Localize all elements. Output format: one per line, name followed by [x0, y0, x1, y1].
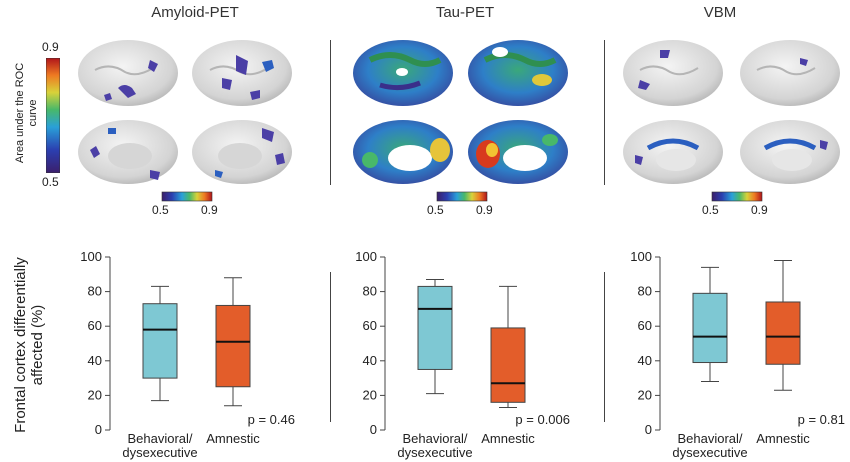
tau-brain-lateral-left [353, 40, 453, 106]
category-label: Behavioral/ [402, 431, 467, 446]
divider-top-2 [604, 40, 605, 185]
category-label: Amnestic [481, 431, 535, 446]
y-tick-label: 60 [363, 318, 377, 333]
y-tick-label: 40 [363, 353, 377, 368]
box-behavioral [142, 303, 178, 379]
y-tick-label: 60 [638, 318, 652, 333]
panel-title-vbm: VBM [703, 4, 737, 21]
box-behavioral [692, 292, 728, 364]
category-label: Behavioral/ [127, 431, 192, 446]
y-tick-label: 80 [638, 284, 652, 299]
category-label: dysexecutive [122, 445, 197, 460]
main-colorbar [46, 58, 60, 173]
tau-brain-medial-right [468, 120, 568, 184]
vbm-colorbar [711, 191, 763, 202]
y-tick-label: 20 [88, 387, 102, 402]
vbm-brain-medial-right [740, 120, 840, 184]
y-tick-label: 100 [630, 249, 652, 264]
y-tick-label: 0 [645, 422, 652, 437]
category-label: Amnestic [206, 431, 260, 446]
y-tick-label: 0 [370, 422, 377, 437]
divider-bottom-1 [330, 272, 331, 422]
category-label: Amnestic [756, 431, 810, 446]
y-tick-label: 20 [638, 387, 652, 402]
main-colorbar-max: 0.9 [42, 40, 59, 54]
vbm-brain-lateral-left [623, 40, 723, 106]
p-value-label: p = 0.006 [515, 412, 570, 427]
y-tick-label: 80 [363, 284, 377, 299]
amyloid-colorbar [161, 191, 213, 202]
y-tick-label: 40 [88, 353, 102, 368]
y-tick-label: 0 [95, 422, 102, 437]
tau-brain-lateral-right [468, 40, 568, 106]
y-tick-label: 60 [88, 318, 102, 333]
panel-title-amyloid: Amyloid-PET [151, 4, 239, 21]
y-tick-label: 20 [363, 387, 377, 402]
box-amnestic [215, 304, 251, 388]
amyloid-colorbar-max: 0.9 [201, 203, 218, 217]
box-amnestic [490, 327, 526, 403]
p-value-label: p = 0.46 [248, 412, 295, 427]
category-label: dysexecutive [397, 445, 472, 460]
main-colorbar-min: 0.5 [42, 175, 59, 189]
amyloid-brain-medial-right [192, 120, 292, 184]
vbm-colorbar-max: 0.9 [751, 203, 768, 217]
y-tick-label: 100 [80, 249, 102, 264]
amyloid-colorbar-min: 0.5 [152, 203, 169, 217]
vbm-colorbar-min: 0.5 [702, 203, 719, 217]
divider-bottom-2 [604, 272, 605, 422]
divider-top-1 [330, 40, 331, 185]
amyloid-brain-medial-left [78, 120, 178, 184]
y-tick-label: 100 [355, 249, 377, 264]
y-tick-label: 40 [638, 353, 652, 368]
tau-colorbar [436, 191, 488, 202]
p-value-label: p = 0.81 [798, 412, 845, 427]
category-label: dysexecutive [672, 445, 747, 460]
tau-colorbar-max: 0.9 [476, 203, 493, 217]
panel-title-tau: Tau-PET [435, 4, 495, 21]
category-label: Behavioral/ [677, 431, 742, 446]
box-behavioral [417, 285, 453, 370]
tau-brain-medial-left [353, 120, 453, 184]
vbm-brain-medial-left [623, 120, 723, 184]
brain-images [78, 40, 840, 202]
vbm-brain-lateral-right [740, 40, 840, 106]
y-tick-label: 80 [88, 284, 102, 299]
amyloid-brain-lateral-right [192, 40, 292, 106]
amyloid-brain-lateral-left [78, 40, 178, 106]
box-amnestic [765, 301, 801, 365]
tau-colorbar-min: 0.5 [427, 203, 444, 217]
